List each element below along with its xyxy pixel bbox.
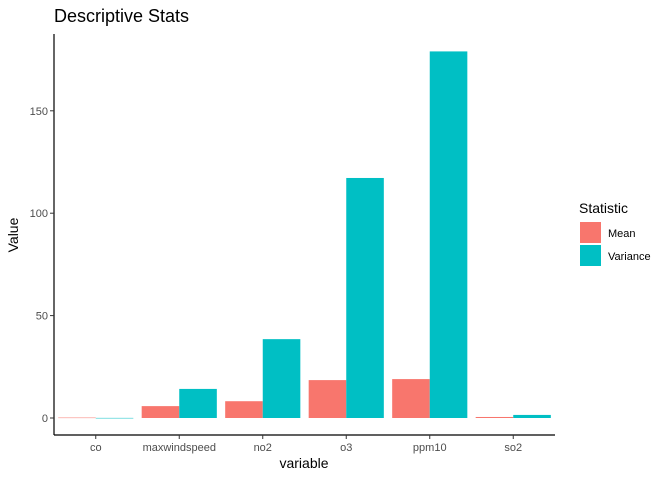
legend-label-mean: Mean xyxy=(608,228,636,240)
bar-variance-so2 xyxy=(513,414,551,418)
legend-label-variance: Variance xyxy=(608,251,651,263)
bar-mean-maxwindspeed xyxy=(141,406,180,418)
y-tick-label: 100 xyxy=(30,208,48,220)
bar-mean-no2 xyxy=(225,401,263,418)
x-tick-label: co xyxy=(90,442,102,454)
bar-mean-co xyxy=(58,417,96,419)
bar-variance-co xyxy=(95,417,134,419)
chart-title: Descriptive Stats xyxy=(54,6,189,26)
x-tick-label: so2 xyxy=(504,442,522,454)
bar-mean-o3 xyxy=(308,380,347,418)
y-axis-title: Value xyxy=(5,217,21,252)
x-tick-label: ppm10 xyxy=(413,442,447,454)
legend: Statistic Mean Variance xyxy=(579,200,651,266)
y-axis-ticks: 0 50 100 150 xyxy=(30,106,54,425)
x-tick-label: maxwindspeed xyxy=(143,442,216,454)
x-axis-ticks: co maxwindspeed no2 o3 ppm10 so2 xyxy=(90,435,522,454)
legend-title: Statistic xyxy=(579,200,628,216)
bar-mean-so2 xyxy=(475,416,514,418)
plot-area xyxy=(58,51,551,419)
bar-variance-maxwindspeed xyxy=(179,388,217,418)
bar-mean-ppm10 xyxy=(392,379,430,418)
bar-variance-ppm10 xyxy=(429,51,468,418)
bar-variance-o3 xyxy=(346,177,384,418)
x-tick-label: o3 xyxy=(340,442,352,454)
bar-variance-no2 xyxy=(262,339,301,418)
x-axis-title: variable xyxy=(279,455,328,471)
x-tick-label: no2 xyxy=(254,442,272,454)
legend-key-mean xyxy=(580,222,601,243)
y-tick-label: 50 xyxy=(36,311,48,323)
y-tick-label: 0 xyxy=(42,413,48,425)
y-tick-label: 150 xyxy=(30,106,48,118)
legend-key-variance xyxy=(580,245,601,266)
